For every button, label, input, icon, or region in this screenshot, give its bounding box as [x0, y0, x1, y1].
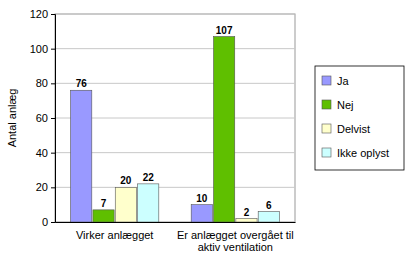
legend-label: Ikke oplyst [337, 147, 389, 159]
tick: Er anlægget overgået tilaktiv ventilatio… [177, 222, 294, 253]
tick-label: 100 [30, 43, 48, 55]
legend-box [315, 66, 404, 170]
tick-label: 40 [36, 147, 48, 159]
tick: 80 [36, 77, 55, 89]
bar [236, 219, 257, 222]
legend-swatch [322, 148, 331, 157]
tick-label: 60 [36, 112, 48, 124]
data-label: 76 [76, 78, 88, 89]
bar [258, 212, 279, 222]
legend-swatch [322, 100, 331, 109]
x-axis: Virker anlægget Er anlægget overgået tila… [56, 222, 296, 253]
tick-label: Er anlægget overgået tilaktiv ventilatio… [177, 229, 294, 254]
tick: 120 [30, 8, 55, 20]
bar [93, 210, 114, 222]
data-label: 22 [143, 172, 155, 183]
data-label: 10 [196, 193, 208, 204]
background [0, 0, 410, 272]
tick-label: 20 [36, 181, 48, 193]
tick-label: 80 [36, 77, 48, 89]
tick-label: 120 [30, 8, 48, 20]
legend: Ja Nej Delvist Ikke oplyst [315, 66, 404, 170]
tick: 40 [36, 147, 55, 159]
plot: 76107107202226020406080100120Virker anlæ… [30, 8, 296, 253]
grid-line [55, 83, 295, 84]
grid [55, 14, 295, 222]
tick-label: 0 [42, 216, 48, 228]
tick-mark [51, 49, 55, 50]
bar [71, 90, 92, 222]
legend-label: Ja [337, 75, 350, 87]
axis-line [51, 15, 56, 223]
legend-swatch [322, 76, 331, 85]
data-label: 20 [120, 175, 132, 186]
tick-label-line: aktiv ventilation [198, 241, 273, 253]
grid-line [55, 48, 295, 49]
grid-line [55, 14, 295, 15]
tick: 100 [30, 43, 55, 55]
y-axis: 0 20 40 60 80 100 120 [30, 8, 56, 228]
data-label: 107 [216, 25, 233, 36]
bars [71, 37, 280, 222]
tick: 0 [42, 216, 55, 228]
bar [191, 205, 212, 222]
tick-mark [51, 83, 55, 84]
tick-mark [51, 153, 55, 154]
tick: 20 [36, 181, 55, 193]
data-label: 7 [101, 198, 107, 209]
bar [214, 37, 235, 222]
tick-label-line: Virker anlægget [76, 229, 153, 241]
tick-label: Virker anlægget [76, 229, 153, 241]
tick-mark [51, 187, 55, 188]
tick-label-line: Er anlægget overgået til [177, 229, 294, 241]
tick-mark [51, 118, 55, 119]
y-axis-title: Antal anlæg [6, 89, 18, 148]
tick-mark [51, 14, 55, 15]
bar [115, 187, 136, 222]
legend-label: Nej [337, 99, 354, 111]
data-label: 2 [244, 207, 250, 218]
chart: 76107107202226020406080100120Virker anlæ… [0, 0, 410, 272]
tick-mark [51, 222, 55, 223]
bar [138, 184, 159, 222]
data-labels: 76107107202226 [76, 25, 272, 218]
tick: Virker anlægget [76, 222, 153, 241]
axis-line [56, 222, 296, 223]
plot-area [55, 14, 295, 222]
legend-swatch [322, 124, 331, 133]
legend-label: Delvist [337, 123, 370, 135]
data-label: 6 [266, 200, 272, 211]
tick: 60 [36, 112, 55, 124]
